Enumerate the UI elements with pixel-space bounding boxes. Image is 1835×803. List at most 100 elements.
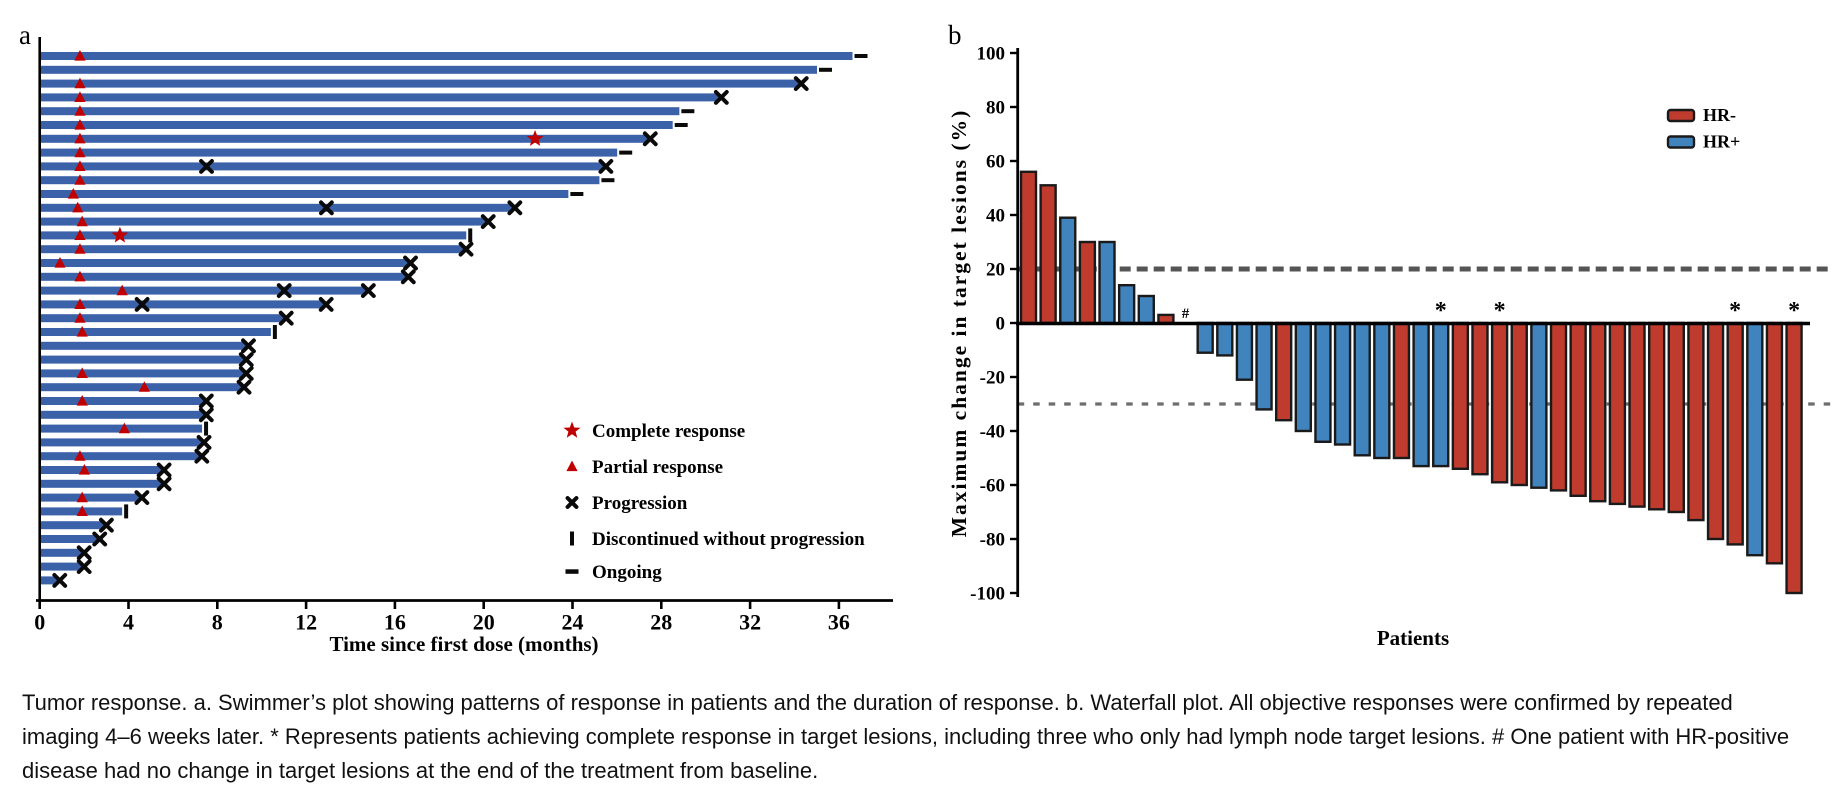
progression-x-icon	[278, 310, 294, 326]
ongoing-dash-icon	[674, 123, 688, 127]
swimmer-bar-row	[40, 297, 334, 312]
progression-x-icon	[198, 407, 214, 423]
waterfall-bar	[1510, 321, 1528, 487]
charts-svg: a b 0 4 8 12 16 20 24 28 32 36 Complete response Pa…	[19, 20, 1833, 656]
waterfall-bar	[1706, 321, 1725, 541]
waterfall-bar	[1157, 313, 1175, 325]
complete-response-asterisk-mark: *	[1729, 298, 1741, 324]
waterfall-bar	[1432, 321, 1450, 468]
swimmer-bar	[40, 410, 205, 419]
swimmer-bar	[40, 466, 163, 474]
swimmer-bar-row	[40, 366, 254, 381]
waterfall-bar	[1451, 321, 1470, 471]
swimmer-legend-label: Progression	[592, 493, 688, 514]
partial-response-triangle-icon	[138, 381, 150, 392]
discontinued-bar-icon	[124, 504, 129, 519]
progression-x-icon	[196, 435, 212, 450]
swimmer-bar-row	[40, 421, 209, 436]
progression-x-icon	[198, 393, 214, 409]
swimmer-legend-label: Discontinued without progression	[592, 529, 865, 550]
swimmer-xaxis-title: Time since first dose (months)	[329, 632, 598, 656]
swimmer-bar-row	[40, 214, 496, 229]
waterfall-bar	[1117, 284, 1136, 325]
waterfall-bar	[1647, 321, 1666, 511]
complete-response-asterisk-mark: *	[1435, 298, 1447, 324]
swimmer-bar-row	[40, 462, 172, 478]
swimmer-legend-item: Complete response	[563, 421, 745, 442]
legend-swatch	[1666, 108, 1696, 123]
progression-x-icon	[156, 476, 172, 492]
swimmer-x-tick-label: 12	[295, 610, 317, 635]
swimmer-bar	[40, 134, 649, 143]
swimmer-x-tick-label: 28	[650, 610, 672, 635]
partial-response-triangle-icon	[76, 395, 88, 406]
swimmer-legend-item: Progression	[565, 493, 688, 514]
swimmer-bar	[40, 217, 487, 226]
swimmer-bar	[40, 93, 720, 102]
swimmer-bar	[40, 479, 163, 488]
waterfall-bar	[1569, 321, 1587, 498]
discontinued-bar-icon	[204, 421, 209, 436]
swimmer-bar	[40, 438, 203, 447]
progression-x-icon	[236, 379, 252, 395]
swimmer-bar-row	[40, 531, 108, 547]
progression-x-icon	[480, 214, 496, 229]
swimmer-bar-row	[40, 159, 614, 174]
swimmer-bar	[40, 148, 618, 157]
partial-response-triangle-icon	[54, 257, 66, 268]
waterfall-bar	[1353, 321, 1371, 457]
swimmer-bar-row	[40, 573, 68, 588]
progression-x-icon	[134, 490, 150, 505]
discontinued-bar-icon	[272, 325, 277, 339]
partial-response-triangle-icon	[74, 450, 86, 461]
swimmer-bar	[40, 521, 105, 530]
swimmer-bar-row	[40, 393, 214, 409]
progression-x-icon	[400, 269, 416, 285]
complete-response-asterisk-mark: *	[1788, 298, 1800, 324]
progression-x-icon	[92, 531, 108, 547]
waterfall-y-tick-label: 0	[996, 314, 1006, 335]
partial-response-triangle-icon	[74, 132, 86, 144]
waterfall-bar	[1746, 321, 1764, 557]
waterfall-bar	[1373, 321, 1391, 460]
progression-x-icon	[458, 241, 474, 257]
complete-response-asterisk-mark: *	[1494, 298, 1506, 324]
waterfall-legend-label: HR+	[1703, 132, 1740, 152]
waterfall-bar	[1765, 321, 1784, 565]
swimmer-bar	[40, 272, 407, 281]
swimmer-bar-row	[40, 269, 416, 285]
swimmer-plot: 0 4 8 12 16 20 24 28 32 36 Complete response Partia…	[34, 37, 893, 635]
swimmer-x-tick-label: 24	[562, 610, 584, 635]
waterfall-legend-item: HR-	[1666, 105, 1736, 125]
swimmer-bar	[40, 328, 271, 336]
progression-x-icon	[194, 448, 210, 464]
swimmer-bar-row	[40, 146, 633, 158]
waterfall-bar	[1608, 321, 1627, 506]
swimmer-legend-item: Partial response	[566, 457, 723, 478]
swimmer-bar	[40, 286, 367, 295]
waterfall-y-tick-label: 40	[986, 206, 1005, 227]
panel-b-label: b	[948, 20, 962, 50]
partial-response-triangle-icon	[76, 367, 88, 378]
ongoing-dash-icon	[619, 150, 633, 155]
swimmer-bar	[40, 65, 817, 74]
partial-response-triangle-icon	[74, 146, 86, 158]
progression-x-icon	[507, 200, 523, 216]
partial-response-triangle-icon	[74, 243, 86, 254]
progression-x-icon	[565, 496, 579, 509]
partial-response-triangle-icon	[76, 326, 88, 337]
swimmer-bar-row	[40, 338, 256, 354]
figure-caption: Tumor response. a. Swimmer’s plot showin…	[22, 690, 1790, 783]
progression-x-icon	[403, 255, 418, 271]
partial-response-triangle-icon	[78, 464, 90, 475]
progression-x-icon	[642, 131, 658, 147]
swimmer-bar-row	[40, 241, 474, 257]
swimmer-bar	[40, 259, 409, 267]
waterfall-bar	[1628, 321, 1646, 508]
progression-x-icon	[598, 159, 614, 174]
waterfall-bar	[1235, 321, 1254, 381]
progression-x-icon	[276, 283, 292, 298]
swimmer-bar-row	[40, 504, 129, 519]
swimmer-bar	[40, 52, 853, 60]
waterfall-y-tick-label: -20	[980, 368, 1005, 389]
